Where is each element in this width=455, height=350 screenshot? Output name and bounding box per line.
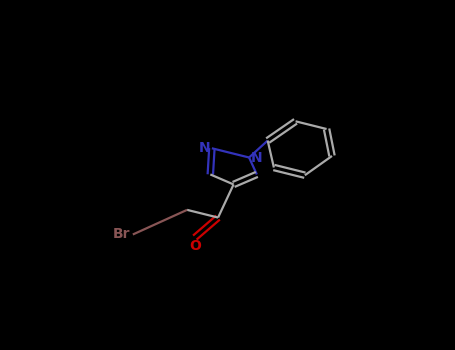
Text: O: O <box>189 239 201 253</box>
Text: N: N <box>251 150 262 164</box>
Text: Br: Br <box>113 228 131 241</box>
Text: N: N <box>199 141 210 155</box>
